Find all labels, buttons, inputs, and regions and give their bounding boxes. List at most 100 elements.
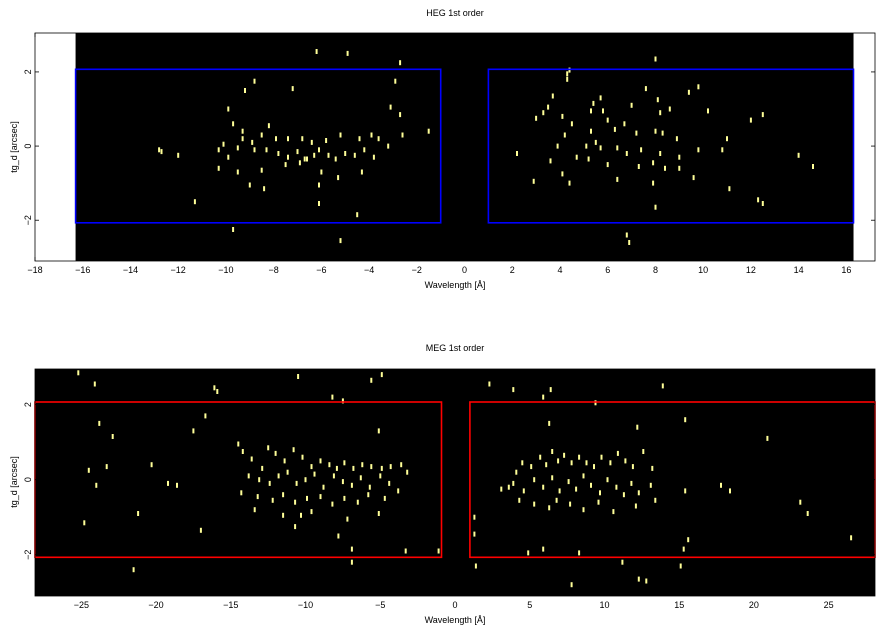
heg-event-point: [236, 169, 239, 175]
meg-event-point: [388, 480, 391, 486]
heg-event-point: [625, 232, 628, 238]
heg-event-point: [318, 182, 320, 188]
meg-event-point: [582, 507, 585, 513]
meg-event-point: [350, 482, 353, 488]
meg-event-point: [306, 495, 308, 501]
meg-event-point: [350, 559, 353, 565]
meg-event-point: [150, 462, 153, 468]
meg-plot: MEG 1st order −25 −20 −15 −10 −5 0 5 10 15 20 25 −…: [9, 343, 876, 625]
heg-y-tick-label: −2: [23, 215, 33, 225]
heg-event-point: [217, 147, 220, 153]
meg-event-point: [539, 454, 542, 460]
meg-event-point: [250, 456, 253, 462]
meg-event-point: [575, 486, 578, 492]
heg-x-tick-label: −18: [27, 265, 42, 275]
heg-event-point: [687, 89, 690, 95]
meg-event-point: [624, 458, 627, 464]
meg-event-point: [679, 563, 682, 569]
heg-event-point: [232, 121, 235, 127]
meg-event-point: [192, 428, 195, 434]
heg-event-point: [327, 152, 330, 158]
heg-y-axis-label: tg_d [arcsec]: [9, 121, 19, 173]
heg-event-point: [625, 151, 628, 156]
heg-region-left: [74, 68, 442, 224]
heg-event-point: [372, 154, 375, 160]
meg-event-point: [359, 475, 362, 481]
meg-event-point: [522, 488, 525, 494]
meg-event-point: [258, 477, 261, 483]
meg-event-point: [341, 479, 344, 485]
meg-event-point: [500, 486, 503, 492]
heg-event-point: [592, 100, 595, 106]
meg-event-point: [286, 469, 289, 475]
heg-event-point: [339, 132, 342, 138]
meg-event-point: [319, 494, 322, 500]
meg-event-point: [631, 464, 634, 470]
heg-event-point: [177, 152, 180, 158]
meg-event-point: [687, 537, 690, 543]
meg-event-point: [654, 497, 657, 503]
meg-event-point: [277, 473, 280, 479]
heg-event-point: [296, 149, 299, 155]
meg-event-point: [283, 458, 286, 464]
meg-event-point: [558, 488, 561, 494]
meg-event-point: [331, 501, 334, 507]
meg-event-point: [137, 511, 140, 516]
heg-event-point: [339, 238, 342, 244]
meg-event-point: [356, 499, 359, 505]
heg-event-point: [344, 151, 347, 156]
heg-x-tick-label: −12: [171, 265, 186, 275]
meg-event-point: [621, 559, 624, 565]
meg-x-tick-label: −15: [223, 600, 238, 610]
heg-event-point: [248, 182, 251, 188]
heg-event-point: [291, 86, 294, 92]
heg-event-point: [726, 136, 728, 142]
meg-y-tick-label: 0: [23, 477, 33, 482]
heg-event-point: [757, 197, 760, 203]
heg-event-point: [284, 162, 287, 168]
heg-event-point: [301, 136, 304, 142]
meg-x-tick-label: 25: [824, 600, 834, 610]
meg-event-point: [766, 435, 769, 441]
heg-event-point: [360, 169, 363, 175]
meg-x-tick-label: −25: [74, 600, 89, 610]
meg-x-tick-label: 5: [527, 600, 532, 610]
heg-event-point: [599, 145, 602, 151]
heg-event-point: [193, 199, 196, 205]
heg-event-point: [532, 178, 535, 184]
heg-event-point: [678, 154, 681, 160]
meg-event-point: [533, 477, 536, 483]
heg-event-point: [692, 175, 695, 181]
meg-event-point: [548, 420, 551, 426]
meg-event-point: [473, 531, 476, 537]
heg-event-point: [337, 175, 340, 181]
heg-event-point: [363, 147, 366, 153]
meg-event-point: [684, 417, 687, 423]
meg-event-point: [637, 490, 640, 496]
heg-axes-frame: [34, 32, 876, 262]
heg-event-point: [549, 158, 552, 164]
meg-event-point: [370, 377, 373, 383]
meg-event-point: [570, 582, 573, 588]
heg-x-tick-label: 4: [557, 265, 562, 275]
heg-event-point: [222, 141, 225, 147]
meg-event-point: [590, 482, 592, 488]
heg-event-point: [602, 108, 604, 114]
meg-event-point: [567, 479, 570, 485]
heg-event-point: [635, 130, 638, 136]
meg-event-point: [368, 484, 371, 490]
heg-event-point: [623, 121, 626, 127]
meg-event-point: [684, 488, 687, 494]
meg-event-point: [661, 383, 664, 389]
meg-event-point: [199, 527, 202, 533]
meg-event-point: [204, 413, 207, 419]
meg-event-point: [551, 475, 554, 481]
meg-event-point: [642, 449, 645, 454]
meg-event-point: [292, 447, 295, 453]
heg-event-point: [227, 106, 230, 112]
meg-y-ticks: −2 0 2: [23, 402, 875, 560]
meg-event-point: [555, 497, 558, 503]
meg-event-point: [300, 512, 302, 518]
meg-event-point: [548, 505, 551, 511]
heg-event-point: [232, 227, 235, 232]
